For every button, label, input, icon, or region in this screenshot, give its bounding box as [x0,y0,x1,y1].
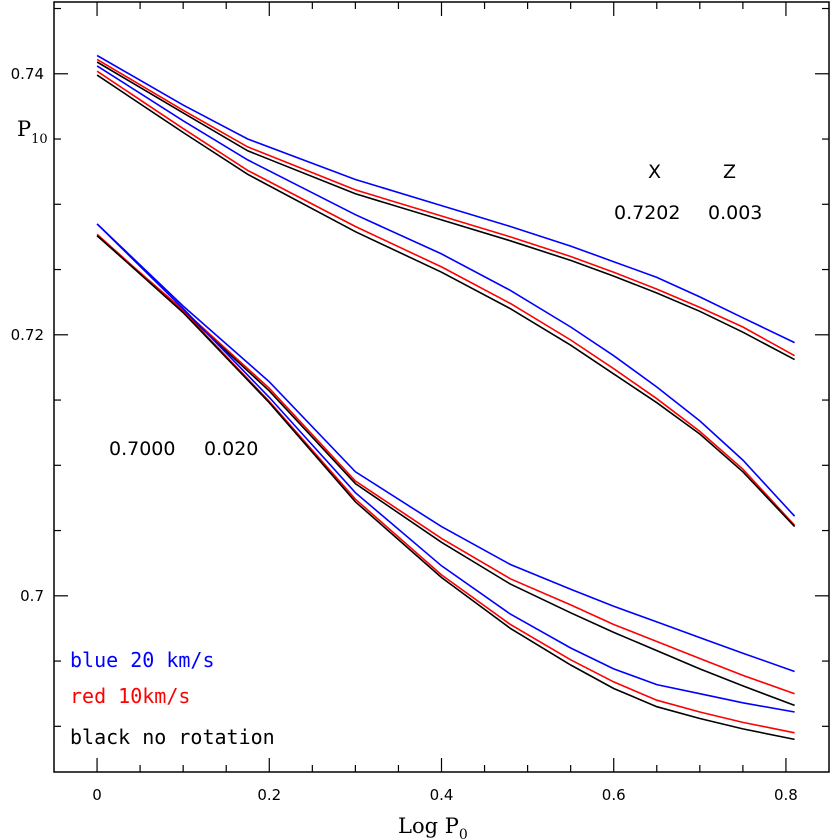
legend-red-10kms: red 10km/s [70,684,190,708]
legend-blue-20kms: blue 20 km/s [70,648,215,672]
x-tick-label: 0.4 [430,786,454,804]
y-tick-label: 0.72 [11,326,44,344]
series-line-7 [96,234,795,695]
series-line-9 [96,223,795,713]
y-tick-label: 0.7 [20,587,44,605]
series-line-1 [96,58,795,357]
series-line-5 [96,74,796,528]
x-tick-labels: 0 0.2 0.4 0.6 0.8 [92,786,798,804]
x-tick-label: 0.6 [602,786,626,804]
series-line-4 [96,70,796,526]
series-line-6 [96,223,795,673]
group-label-solar-x: 0.7000 [109,438,175,460]
y-axis-title-subscript: 10 [31,132,48,147]
header-z-label: Z [723,161,736,183]
y-tick-label: 0.74 [11,65,44,83]
header-x-label: X [648,161,661,183]
group-label-metal-poor-x: 0.7202 [614,202,680,224]
series-line-8 [96,234,795,707]
x-tick-label: 0.2 [257,786,281,804]
series-line-3 [96,65,796,517]
x-axis-title: Log P0 [398,814,468,840]
x-tick-label: 0 [92,786,102,804]
legend-black-no-rotation: black no rotation [70,725,275,749]
series-line-10 [96,233,795,734]
x-axis-title-subscript: 0 [459,827,468,840]
group-label-solar-z: 0.020 [204,438,258,460]
series-line-0 [96,54,795,344]
series-layer [96,54,796,741]
axis-ticks [54,2,829,772]
y-tick-labels: 0.7 0.72 0.74 [11,65,44,605]
y-axis-title: P10 [17,117,48,147]
series-line-11 [96,235,795,741]
series-line-2 [96,61,795,361]
y-axis-title-main: P [17,117,31,141]
x-axis-title-main: Log P [398,814,459,838]
group-label-metal-poor-z: 0.003 [708,202,762,224]
x-tick-label: 0.8 [774,786,798,804]
